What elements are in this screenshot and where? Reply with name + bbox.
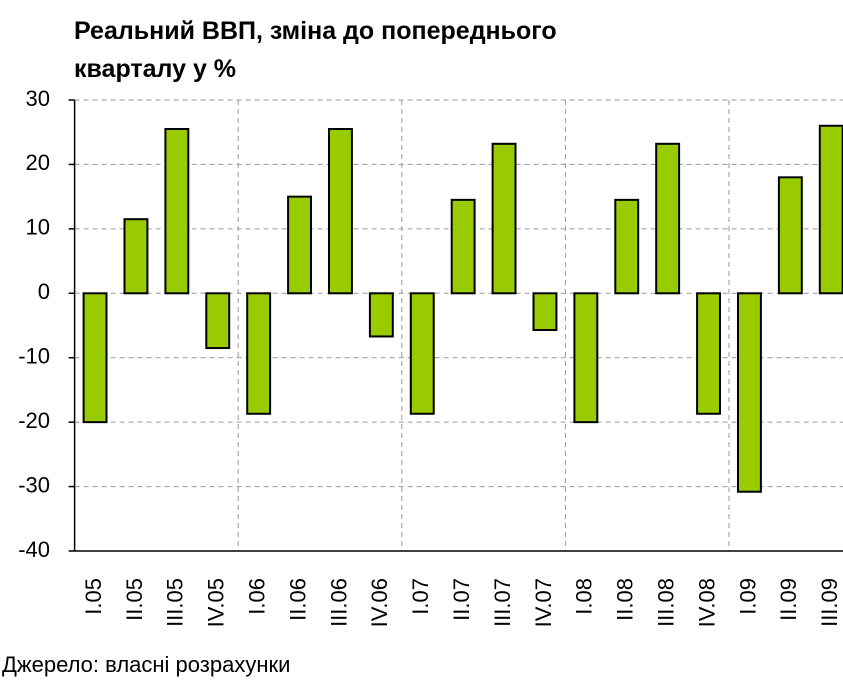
y-tick-label: 20 (26, 150, 50, 175)
x-tick-label: IV.05 (204, 578, 229, 627)
source-note: Джерело: власні розрахунки (2, 652, 291, 677)
y-tick-label: -40 (18, 537, 50, 562)
x-tick-label: II.07 (449, 578, 474, 621)
x-tick-label: I.07 (408, 578, 433, 615)
bar (409, 292, 435, 415)
x-tick-label: IV.08 (694, 578, 719, 627)
bar (491, 142, 517, 295)
bar (246, 292, 272, 415)
x-tick-label: II.09 (776, 578, 801, 621)
bar (573, 292, 599, 424)
bar (818, 124, 843, 295)
x-tick-label: III.07 (490, 578, 515, 627)
bar (777, 176, 803, 295)
y-tick-label: -30 (18, 472, 50, 497)
x-tick-label: III.06 (326, 578, 351, 627)
bar (532, 292, 558, 332)
bar (736, 292, 762, 493)
y-tick-label: 30 (26, 86, 50, 111)
y-tick-label: -20 (18, 408, 50, 433)
x-tick-label: I.08 (572, 578, 597, 615)
x-tick-label: IV.07 (531, 578, 556, 627)
x-tick-label: II.06 (285, 578, 310, 621)
x-tick-label: IV.06 (367, 578, 392, 627)
bar (82, 292, 108, 424)
x-tick-label: II.08 (613, 578, 638, 621)
bar (123, 218, 149, 295)
x-tick-label: I.09 (735, 578, 760, 615)
x-tick-label: III.05 (163, 578, 188, 627)
bar (205, 292, 231, 350)
y-tick-label: 10 (26, 215, 50, 240)
x-tick-label: I.05 (81, 578, 106, 615)
x-tick-label: III.08 (653, 578, 678, 627)
x-tick-label: III.09 (817, 578, 842, 627)
bar (450, 198, 476, 295)
x-tick-label: II.05 (122, 578, 147, 621)
x-tick-label: I.06 (244, 578, 269, 615)
bar (368, 292, 394, 338)
bar (287, 195, 313, 295)
bar (655, 142, 681, 295)
bar (327, 127, 353, 295)
y-tick-label: -10 (18, 344, 50, 369)
bar (164, 127, 190, 295)
y-tick-label: 0 (38, 279, 50, 304)
bar (696, 292, 722, 415)
bar (614, 198, 640, 295)
chart-title: Реальний ВВП, зміна до попереднього квар… (74, 17, 557, 83)
